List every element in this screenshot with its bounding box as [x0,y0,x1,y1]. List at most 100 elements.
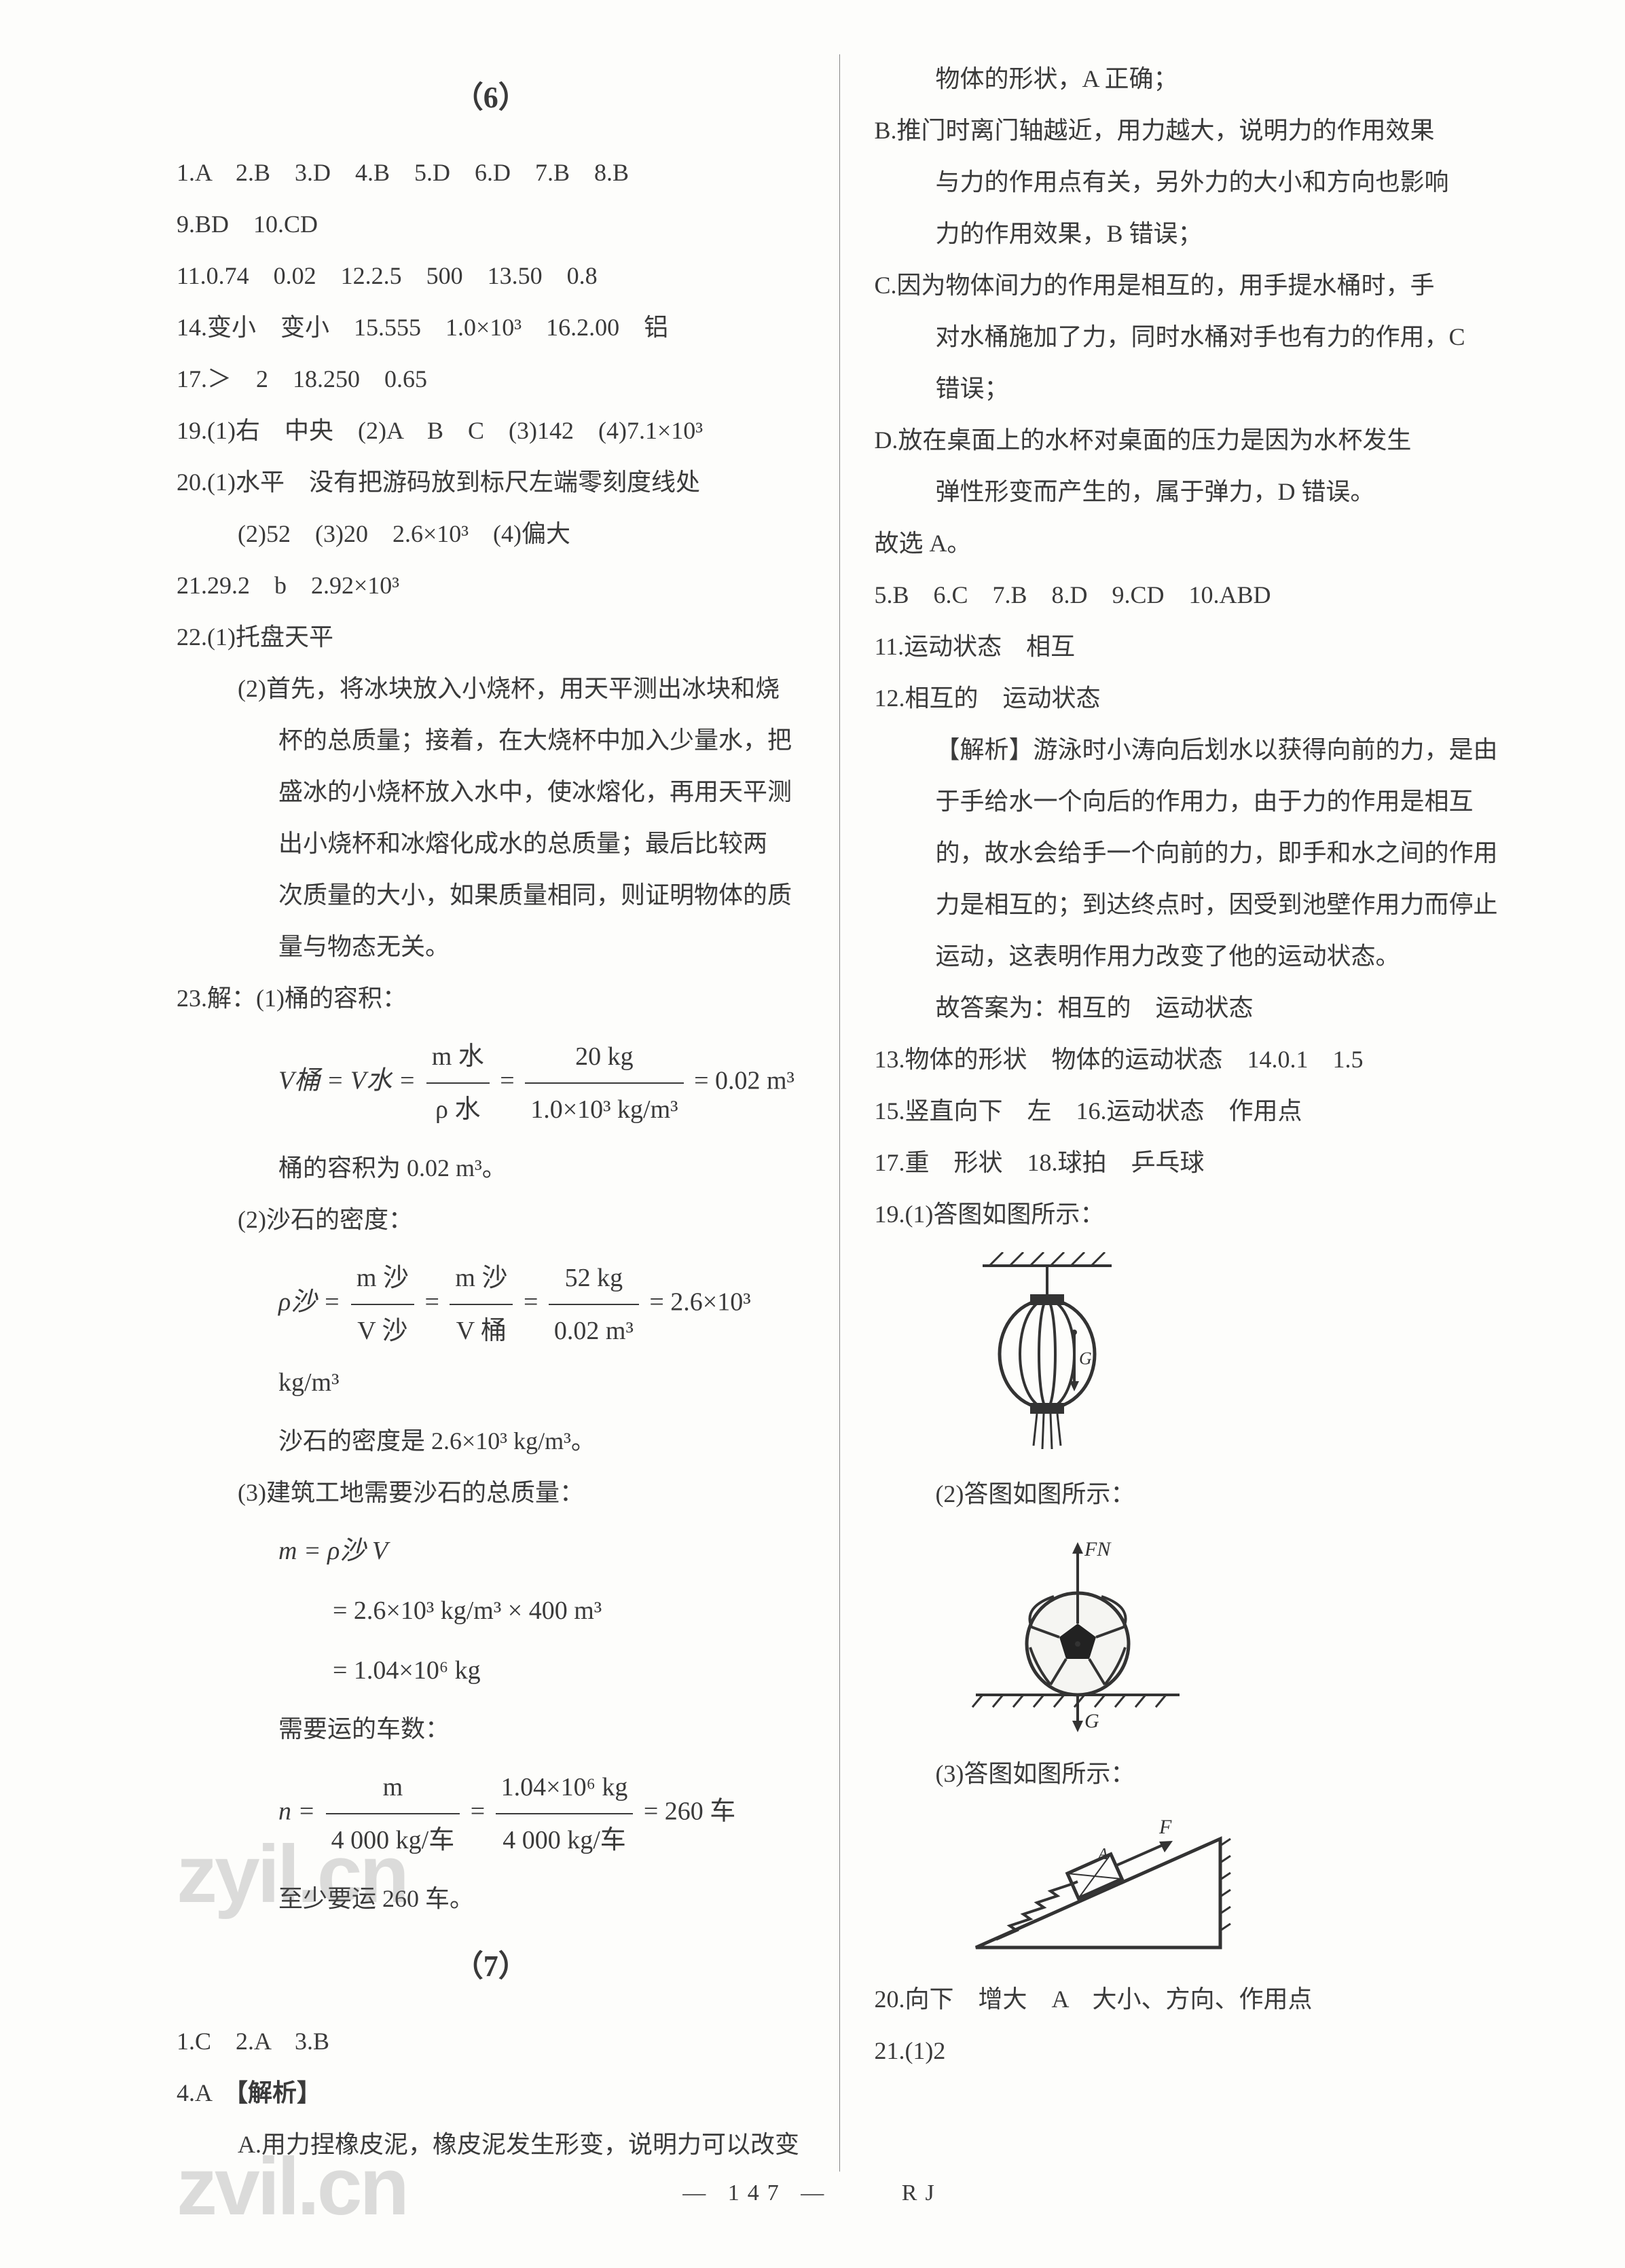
f3a: m = ρ沙 V [278,1537,388,1565]
r-l4b: 弹性形变而产生的，属于弹力，D 错误。 [874,467,1503,516]
r-answers-13-14: 13.物体的形状 物体的运动状态 14.0.1 1.5 [874,1035,1503,1084]
formula-trucks: n = m 4 000 kg/车 = 1.04×10⁶ kg 4 000 kg/… [177,1761,805,1866]
page-number: — 147 — [682,2180,832,2206]
formula-mass-a: m = ρ沙 V [177,1525,805,1577]
f1-num2: 20 kg [525,1031,683,1084]
r-12-expl-a: 【解析】游泳时小涛向后划水以获得向前的力，是由 [874,725,1503,774]
f2-frac2: m 沙 V 桶 [450,1252,513,1357]
f4-frac2: 1.04×10⁶ kg 4 000 kg/车 [496,1761,634,1866]
r-answer-20: 20.向下 增大 A 大小、方向、作用点 [874,1975,1503,2024]
sec7-4-expl: A.用力捏橡皮泥，橡皮泥发生形变，说明力可以改变 [177,2120,805,2169]
answer-22-1: 22.(1)托盘天平 [177,612,805,661]
r-12-expl-c: 的，故水会给手一个向前的力，即手和水之间的作用 [874,828,1503,877]
section-7-title: （7） [177,1937,805,1996]
r-l4a: D.放在桌面上的水杯对桌面的压力是因为水杯发生 [874,416,1503,464]
r-answers-5-10: 5.B 6.C 7.B 8.D 9.CD 10.ABD [874,570,1503,619]
answer-23-3: (3)建筑工地需要沙石的总质量： [177,1468,805,1517]
answers-14-16: 14.变小 变小 15.555 1.0×10³ 16.2.00 铝 [177,303,805,352]
r-l3a: C.因为物体间力的作用是相互的，用手提水桶时，手 [874,261,1503,310]
f1-frac1: m 水 ρ 水 [426,1031,490,1135]
figure-incline: F A [955,1812,1503,1961]
formula-volume: V桶 = V水 = m 水 ρ 水 = 20 kg 1.0×10³ kg/m³ … [177,1031,805,1135]
r-l2a: B.推门时离门轴越近，用力越大，说明力的作用效果 [874,106,1503,155]
f4-eq2: = [471,1797,485,1826]
r-l2b: 与力的作用点有关，另外力的大小和方向也影响 [874,158,1503,206]
f4-den: 4 000 kg/车 [326,1814,460,1866]
r-12-expl-f: 故答案为：相互的 运动状态 [874,983,1503,1032]
column-divider [839,54,841,2172]
f1-lhs: V桶 = V水 = [278,1067,416,1095]
f1-eq2: = [500,1067,514,1095]
r-12-expl-b: 于手给水一个向后的作用力，由于力的作用是相互 [874,777,1503,826]
answer-23-2: (2)沙石的密度： [177,1195,805,1244]
r-l3b: 对水桶施加了力，同时水桶对手也有力的作用，C [874,312,1503,361]
trucks-result: 至少要运 260 车。 [177,1874,805,1923]
r-answer-21: 21.(1)2 [874,2026,1503,2075]
f1-frac2: 20 kg 1.0×10³ kg/m³ [525,1031,683,1135]
answers-17-18: 17.＞ 2 18.250 0.65 [177,354,805,403]
r-answer-12: 12.相互的 运动状态 [874,674,1503,723]
f2-num2: m 沙 [450,1252,513,1305]
f2-lhs: ρ沙 = [278,1288,340,1317]
f2-num: m 沙 [351,1252,414,1305]
r-answers-15-16: 15.竖直向下 左 16.运动状态 作用点 [874,1086,1503,1135]
r-answer-19-2: (2)答图如图所示： [874,1469,1503,1518]
f1-den2: 1.0×10³ kg/m³ [525,1084,683,1135]
svg-text:G: G [1079,1349,1092,1368]
f2-den2: V 桶 [450,1305,513,1357]
f4-num2: 1.04×10⁶ kg [496,1761,634,1814]
formula-mass-c: = 1.04×10⁶ kg [177,1645,805,1696]
density-result: 沙石的密度是 2.6×10³ kg/m³。 [177,1416,805,1465]
f3c: = 1.04×10⁶ kg [333,1656,481,1685]
f4-frac1: m 4 000 kg/车 [326,1761,460,1866]
footer-code: RJ [902,2180,943,2206]
f1-num: m 水 [426,1031,490,1084]
f2-rhs: = 2.6×10³ kg/m³ [278,1288,751,1397]
f4-rhs: = 260 车 [644,1797,735,1826]
f1-rhs: = 0.02 m³ [694,1067,795,1095]
answer-22-2f: 量与物态无关。 [177,922,805,971]
f3b: = 2.6×10³ kg/m³ × 400 m³ [333,1596,602,1625]
answer-19: 19.(1)右 中央 (2)A B C (3)142 (4)7.1×10³ [177,406,805,455]
volume-result: 桶的容积为 0.02 m³。 [177,1144,805,1192]
f4-lhs: n = [278,1797,315,1826]
answer-22-2a: (2)首先，将冰块放入小烧杯，用天平测出冰块和烧 [177,664,805,713]
f1-den: ρ 水 [426,1084,490,1135]
sec7-answers-1-3: 1.C 2.A 3.B [177,2017,805,2066]
r-answers-17-18: 17.重 形状 18.球拍 乒乓球 [874,1138,1503,1187]
label-f: F [1158,1816,1172,1838]
answer-21: 21.29.2 b 2.92×10³ [177,561,805,610]
sec7-4a: 4.A [177,2079,236,2106]
answer-22-2e: 次质量的大小，如果质量相同，则证明物体的质 [177,871,805,919]
r-answer-11: 11.运动状态 相互 [874,622,1503,671]
answer-20-1: 20.(1)水平 没有把游码放到标尺左端零刻度线处 [177,458,805,507]
r-l3c: 错误； [874,364,1503,413]
f2-frac3: 52 kg 0.02 m³ [549,1252,639,1357]
answer-22-2d: 出小烧杯和冰熔化成水的总质量；最后比较两 [177,819,805,868]
footer: — 147 — RJ [0,2170,1625,2216]
label-g: G [1084,1710,1099,1732]
answers-11-13: 11.0.74 0.02 12.2.5 500 13.50 0.8 [177,251,805,300]
r-answer-19-3: (3)答图如图所示： [874,1749,1503,1798]
r-l1: 物体的形状，A 正确； [874,54,1503,103]
r-answer-19-1: 19.(1)答图如图所示： [874,1190,1503,1239]
f4-den2: 4 000 kg/车 [496,1814,634,1866]
answer-22-2c: 盛冰的小烧杯放入水中，使冰熔化，再用天平测 [177,767,805,816]
formula-density: ρ沙 = m 沙 V 沙 = m 沙 V 桶 = 52 kg 0.02 m³ =… [177,1252,805,1408]
r-12-expl-e: 运动，这表明作用力改变了他的运动状态。 [874,932,1503,981]
answer-20-234: (2)52 (3)20 2.6×10³ (4)偏大 [177,509,805,558]
left-column: （6） 1.A 2.B 3.D 4.B 5.D 6.D 7.B 8.B 9.BD… [177,54,805,2172]
label-fn: FN [1084,1538,1112,1560]
f2-eq2: = [424,1288,439,1317]
f2-frac1: m 沙 V 沙 [351,1252,414,1357]
figure-lantern: G [955,1252,1503,1456]
f2-den: V 沙 [351,1305,414,1357]
sec7-answer-4: 4.A 【解析】 [177,2068,805,2117]
label-a: A [1097,1846,1108,1863]
r-l2c: 力的作用效果，B 错误； [874,209,1503,258]
analysis-label: 【解析】 [236,2079,321,2106]
page: zyil.cn zvil.cn （6） 1.A 2.B 3.D 4.B 5.D … [0,0,1625,2250]
r-l5: 故选 A。 [874,519,1503,568]
r-12-expl-d: 力是相互的；到达终点时，因受到池壁作用力而停止 [874,880,1503,929]
f4-num: m [326,1761,460,1814]
